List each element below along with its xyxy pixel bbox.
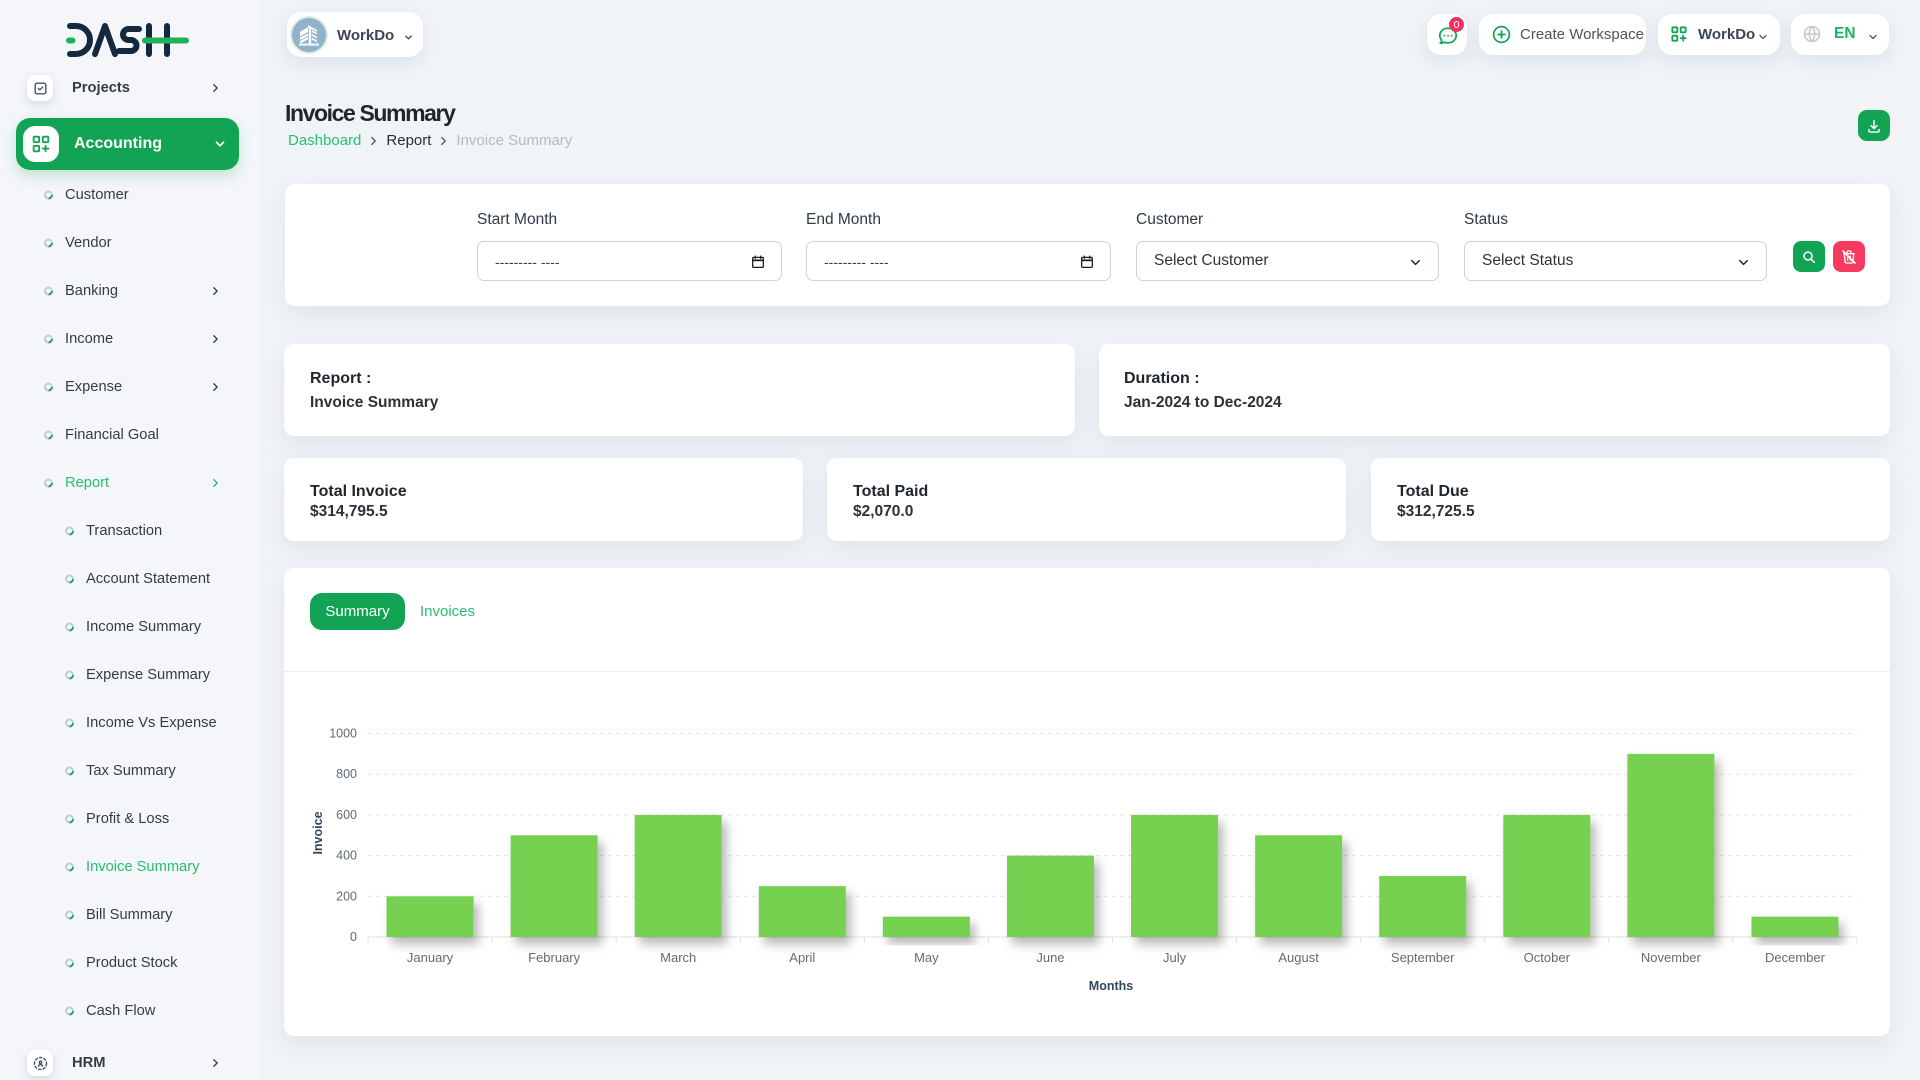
svg-text:200: 200	[336, 889, 357, 903]
svg-text:800: 800	[336, 767, 357, 781]
svg-text:July: July	[1163, 950, 1187, 965]
svg-text:January: January	[407, 950, 454, 965]
svg-text:February: February	[528, 950, 581, 965]
svg-text:June: June	[1036, 950, 1064, 965]
svg-text:April: April	[789, 950, 815, 965]
svg-text:600: 600	[336, 808, 357, 822]
svg-text:May: May	[914, 950, 939, 965]
svg-text:December: December	[1765, 950, 1826, 965]
svg-text:400: 400	[336, 849, 357, 863]
svg-text:August: August	[1278, 950, 1319, 965]
svg-text:November: November	[1641, 950, 1702, 965]
svg-text:Months: Months	[1089, 979, 1133, 993]
svg-text:March: March	[660, 950, 696, 965]
svg-text:0: 0	[350, 930, 357, 944]
svg-text:1000: 1000	[329, 727, 357, 741]
svg-text:September: September	[1391, 950, 1455, 965]
svg-text:October: October	[1524, 950, 1571, 965]
svg-text:Invoice: Invoice	[311, 811, 325, 854]
